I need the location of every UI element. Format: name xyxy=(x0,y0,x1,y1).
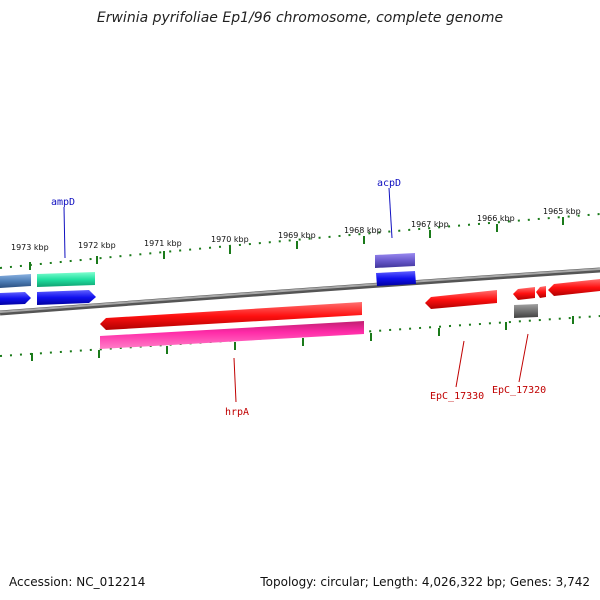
ruler-label-1970: 1970 kbp xyxy=(211,235,249,244)
chromosome-backbone xyxy=(0,267,600,316)
gene-red-small-b[interactable] xyxy=(536,286,546,298)
ruler-label-1968: 1968 kbp xyxy=(344,226,382,235)
gene-acpD[interactable] xyxy=(375,253,415,268)
ruler: 1973 kbp 1972 kbp 1971 kbp 1970 kbp 1969… xyxy=(11,207,581,270)
EpC_17330-leader xyxy=(455,340,465,388)
ruler-label-1973: 1973 kbp xyxy=(11,243,49,252)
gene-blue-left[interactable] xyxy=(0,292,31,305)
ruler-label-1966: 1966 kbp xyxy=(477,214,515,223)
gene-EpC_17330[interactable] xyxy=(425,290,497,309)
gene-label-EpC_17320: EpC_17320 xyxy=(492,385,546,396)
ruler-label-1969: 1969 kbp xyxy=(278,231,316,240)
accession-text: Accession: NC_012214 xyxy=(9,575,146,589)
ruler-label-1972: 1972 kbp xyxy=(78,241,116,250)
hrpA-leader xyxy=(233,357,237,403)
gene-red-small-a[interactable] xyxy=(513,287,535,300)
genome-summary-text: Topology: circular; Length: 4,026,322 bp… xyxy=(260,575,590,589)
gene-label-hrpA: hrpA xyxy=(225,407,249,418)
gene-label-acpD: acpD xyxy=(377,178,401,189)
gene-EpC_17320[interactable] xyxy=(514,304,538,318)
gene-hrpA[interactable] xyxy=(100,321,364,349)
gene-steel-left[interactable] xyxy=(0,274,31,288)
ampD-leader xyxy=(63,206,66,259)
acpD-leader xyxy=(388,187,393,239)
ruler-label-1971: 1971 kbp xyxy=(144,239,182,248)
map-title: Erwinia pyrifoliae Ep1/96 chromosome, co… xyxy=(96,10,504,26)
gene-blue-acpD[interactable] xyxy=(376,271,416,286)
gene-red-long[interactable] xyxy=(100,302,362,330)
ruler-label-1965: 1965 kbp xyxy=(543,207,581,216)
gene-red-right[interactable] xyxy=(548,279,600,296)
gene-label-ampD: ampD xyxy=(51,197,75,208)
inner-tick-ring xyxy=(0,315,600,361)
ruler-label-1967: 1967 kbp xyxy=(411,220,449,229)
outer-tick-ring xyxy=(0,213,600,269)
gene-ampD[interactable] xyxy=(37,272,95,287)
gene-blue-ampD[interactable] xyxy=(37,290,96,305)
EpC_17320-leader xyxy=(518,333,529,383)
gene-label-EpC_17330: EpC_17330 xyxy=(430,391,484,402)
